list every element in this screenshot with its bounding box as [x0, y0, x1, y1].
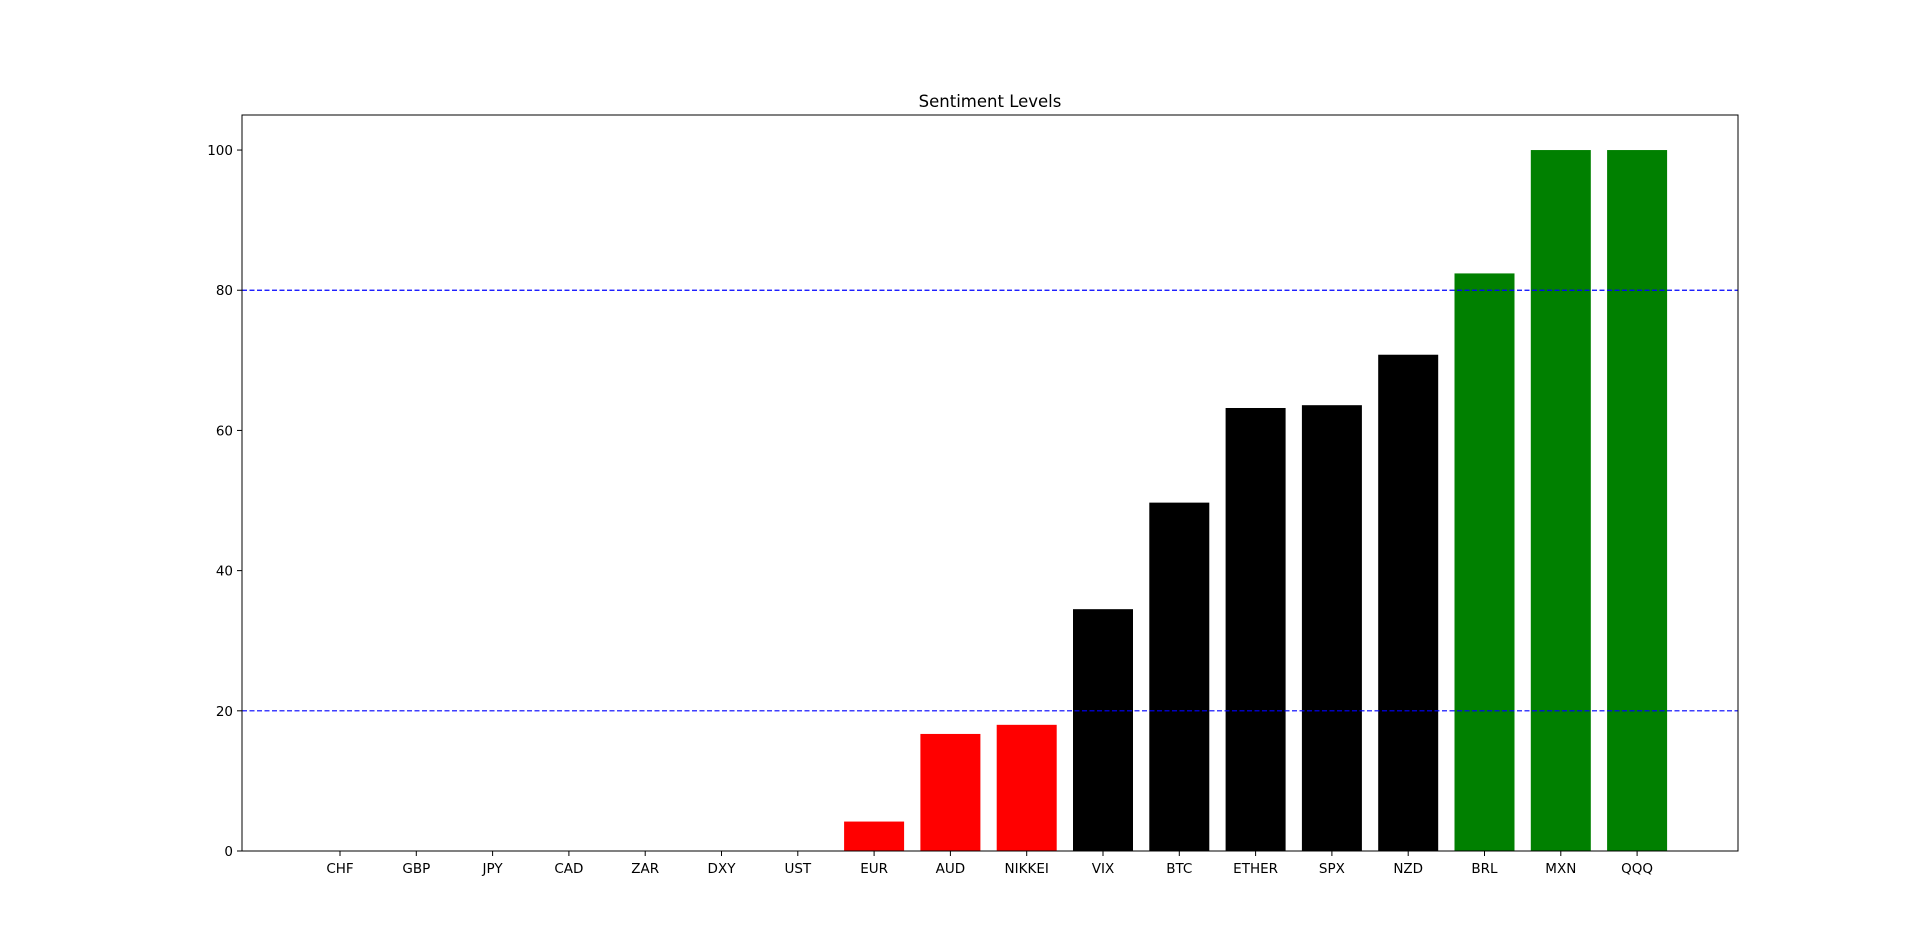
bar-mxn [1530, 150, 1591, 852]
x-tick-label-eur: EUR [860, 861, 888, 877]
bar-btc [1149, 502, 1210, 851]
x-tick-label-gbp: GBP [402, 861, 430, 877]
bar-vix [1073, 609, 1133, 851]
x-tick-label-chf: CHF [326, 861, 353, 877]
bar-nzd [1378, 354, 1439, 851]
x-tick-label-vix: VIX [1092, 861, 1114, 877]
x-tick-label-ether: ETHER [1233, 861, 1278, 877]
x-tick-label-jpy: JPY [482, 861, 504, 877]
x-tick-label-brl: BRL [1471, 861, 1498, 877]
x-tick-label-mxn: MXN [1545, 861, 1576, 877]
y-tick-label-40: 40 [216, 564, 233, 580]
x-tick-label-zar: ZAR [631, 861, 659, 877]
y-tick-label-0: 0 [224, 844, 233, 860]
bar-qqq [1607, 150, 1668, 852]
x-tick-label-aud: AUD [936, 861, 966, 877]
x-axis: CHF GBP JPY CAD ZAR DXY UST EUR AUD NIKKEI VIX BTC E… [326, 851, 1653, 877]
bar-nikkei [996, 724, 1057, 851]
bar-brl [1454, 273, 1515, 851]
y-tick-label-100: 100 [207, 143, 233, 159]
chart-title: Sentiment Levels [919, 92, 1062, 111]
x-tick-label-cad: CAD [554, 861, 583, 877]
reference-lines-group [242, 289, 1738, 712]
x-tick-label-nzd: NZD [1393, 861, 1423, 877]
x-tick-label-dxy: DXY [708, 861, 737, 877]
plot-frame [241, 114, 1739, 852]
y-tick-label-60: 60 [216, 423, 233, 439]
bar-spx [1301, 405, 1362, 851]
y-tick-label-20: 20 [216, 704, 233, 720]
bar-ether [1225, 407, 1286, 851]
y-axis: 0 20 40 60 80 100 [207, 143, 242, 860]
x-tick-label-spx: SPX [1319, 861, 1345, 877]
x-tick-label-qqq: QQQ [1621, 861, 1653, 877]
x-tick-label-nikkei: NIKKEI [1005, 861, 1049, 877]
bar-eur [844, 821, 905, 851]
bar-aud [920, 733, 981, 851]
x-tick-label-btc: BTC [1166, 861, 1192, 877]
bars-group [844, 150, 1668, 852]
x-tick-label-ust: UST [784, 861, 811, 877]
y-tick-label-80: 80 [216, 283, 233, 299]
